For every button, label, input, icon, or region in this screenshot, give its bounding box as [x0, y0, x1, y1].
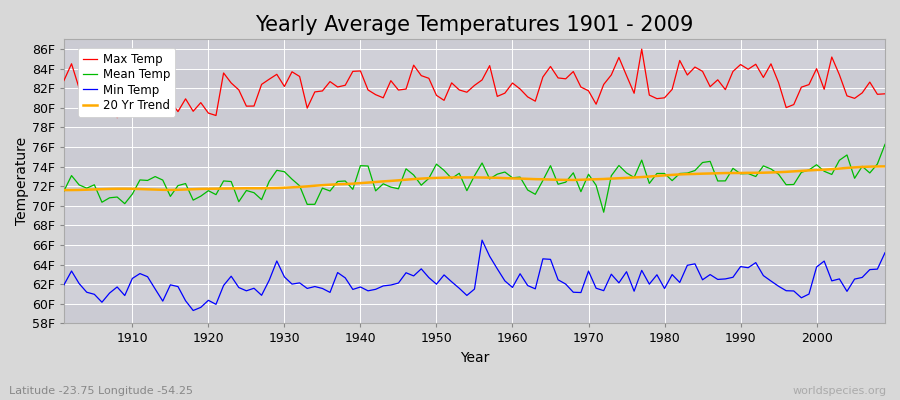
20 Yr Trend: [58, 188, 69, 192]
Min Temp: [294, 280, 305, 285]
Mean Temp: [58, 188, 69, 193]
20 Yr Trend: [598, 177, 609, 182]
Bar: [64, 30, 885, 49]
Mean Temp: [286, 177, 297, 182]
Min Temp: [477, 238, 488, 242]
Min Temp: [188, 308, 199, 313]
Max Temp: [507, 81, 517, 86]
Max Temp: [879, 92, 890, 96]
Title: Yearly Average Temperatures 1901 - 2009: Yearly Average Temperatures 1901 - 2009: [256, 15, 694, 35]
Max Temp: [294, 74, 305, 79]
Line: Max Temp: Max Temp: [64, 49, 885, 118]
X-axis label: Year: Year: [460, 351, 490, 365]
20 Yr Trend: [500, 176, 510, 180]
Text: Latitude -23.75 Longitude -54.25: Latitude -23.75 Longitude -54.25: [9, 386, 193, 396]
Bar: [64, 147, 885, 167]
Min Temp: [879, 250, 890, 255]
Line: 20 Yr Trend: 20 Yr Trend: [64, 166, 885, 190]
20 Yr Trend: [507, 176, 517, 181]
Max Temp: [58, 78, 69, 83]
Min Temp: [614, 280, 625, 285]
20 Yr Trend: [332, 182, 343, 187]
Bar: [64, 186, 885, 206]
Mean Temp: [500, 170, 510, 174]
Line: Min Temp: Min Temp: [64, 240, 885, 310]
Max Temp: [515, 86, 526, 91]
Line: Mean Temp: Mean Temp: [64, 144, 885, 212]
Bar: [64, 226, 885, 245]
Mean Temp: [598, 210, 609, 215]
Mean Temp: [120, 201, 130, 206]
Mean Temp: [332, 179, 343, 184]
Bar: [64, 69, 885, 88]
Text: worldspecies.org: worldspecies.org: [792, 386, 886, 396]
Min Temp: [522, 283, 533, 288]
Legend: Max Temp, Mean Temp, Min Temp, 20 Yr Trend: Max Temp, Mean Temp, Min Temp, 20 Yr Tre…: [78, 48, 175, 117]
Max Temp: [127, 74, 138, 79]
Mean Temp: [606, 173, 616, 178]
Min Temp: [340, 276, 351, 280]
20 Yr Trend: [120, 186, 130, 191]
Y-axis label: Temperature: Temperature: [15, 137, 29, 226]
Bar: [64, 304, 885, 324]
Mean Temp: [879, 142, 890, 147]
20 Yr Trend: [286, 185, 297, 190]
Bar: [64, 265, 885, 284]
Min Temp: [515, 271, 526, 276]
Min Temp: [58, 282, 69, 287]
Max Temp: [112, 115, 122, 120]
Max Temp: [606, 72, 616, 77]
Min Temp: [120, 293, 130, 298]
20 Yr Trend: [879, 164, 890, 169]
Max Temp: [340, 83, 351, 88]
Bar: [64, 108, 885, 128]
Mean Temp: [507, 175, 517, 180]
Max Temp: [636, 47, 647, 52]
